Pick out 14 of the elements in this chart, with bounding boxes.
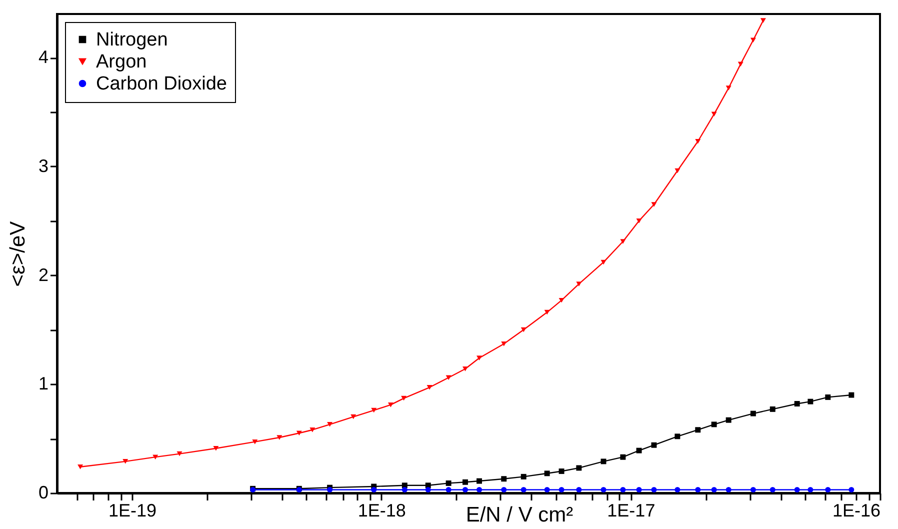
legend-label: Nitrogen: [96, 30, 168, 50]
x-tick-label: 1E-19: [108, 500, 157, 520]
x-tick-label: 1E-18: [358, 500, 406, 520]
x-axis-title: E/N / V cm²: [466, 504, 574, 526]
y-tick-label: 1: [38, 374, 48, 394]
y-tick-label: 3: [38, 156, 48, 176]
y-tick-label: 0: [38, 482, 48, 502]
y-axis-title: <ε>/eV: [6, 221, 30, 287]
legend-label: Argon: [96, 52, 147, 72]
legend-label: Carbon Dioxide: [96, 74, 227, 94]
x-tick-label: 1E-16: [832, 500, 880, 520]
x-tick-label: 1E-17: [607, 500, 656, 520]
y-tick-label: 2: [38, 264, 48, 285]
y-tick-label: 4: [38, 47, 48, 68]
